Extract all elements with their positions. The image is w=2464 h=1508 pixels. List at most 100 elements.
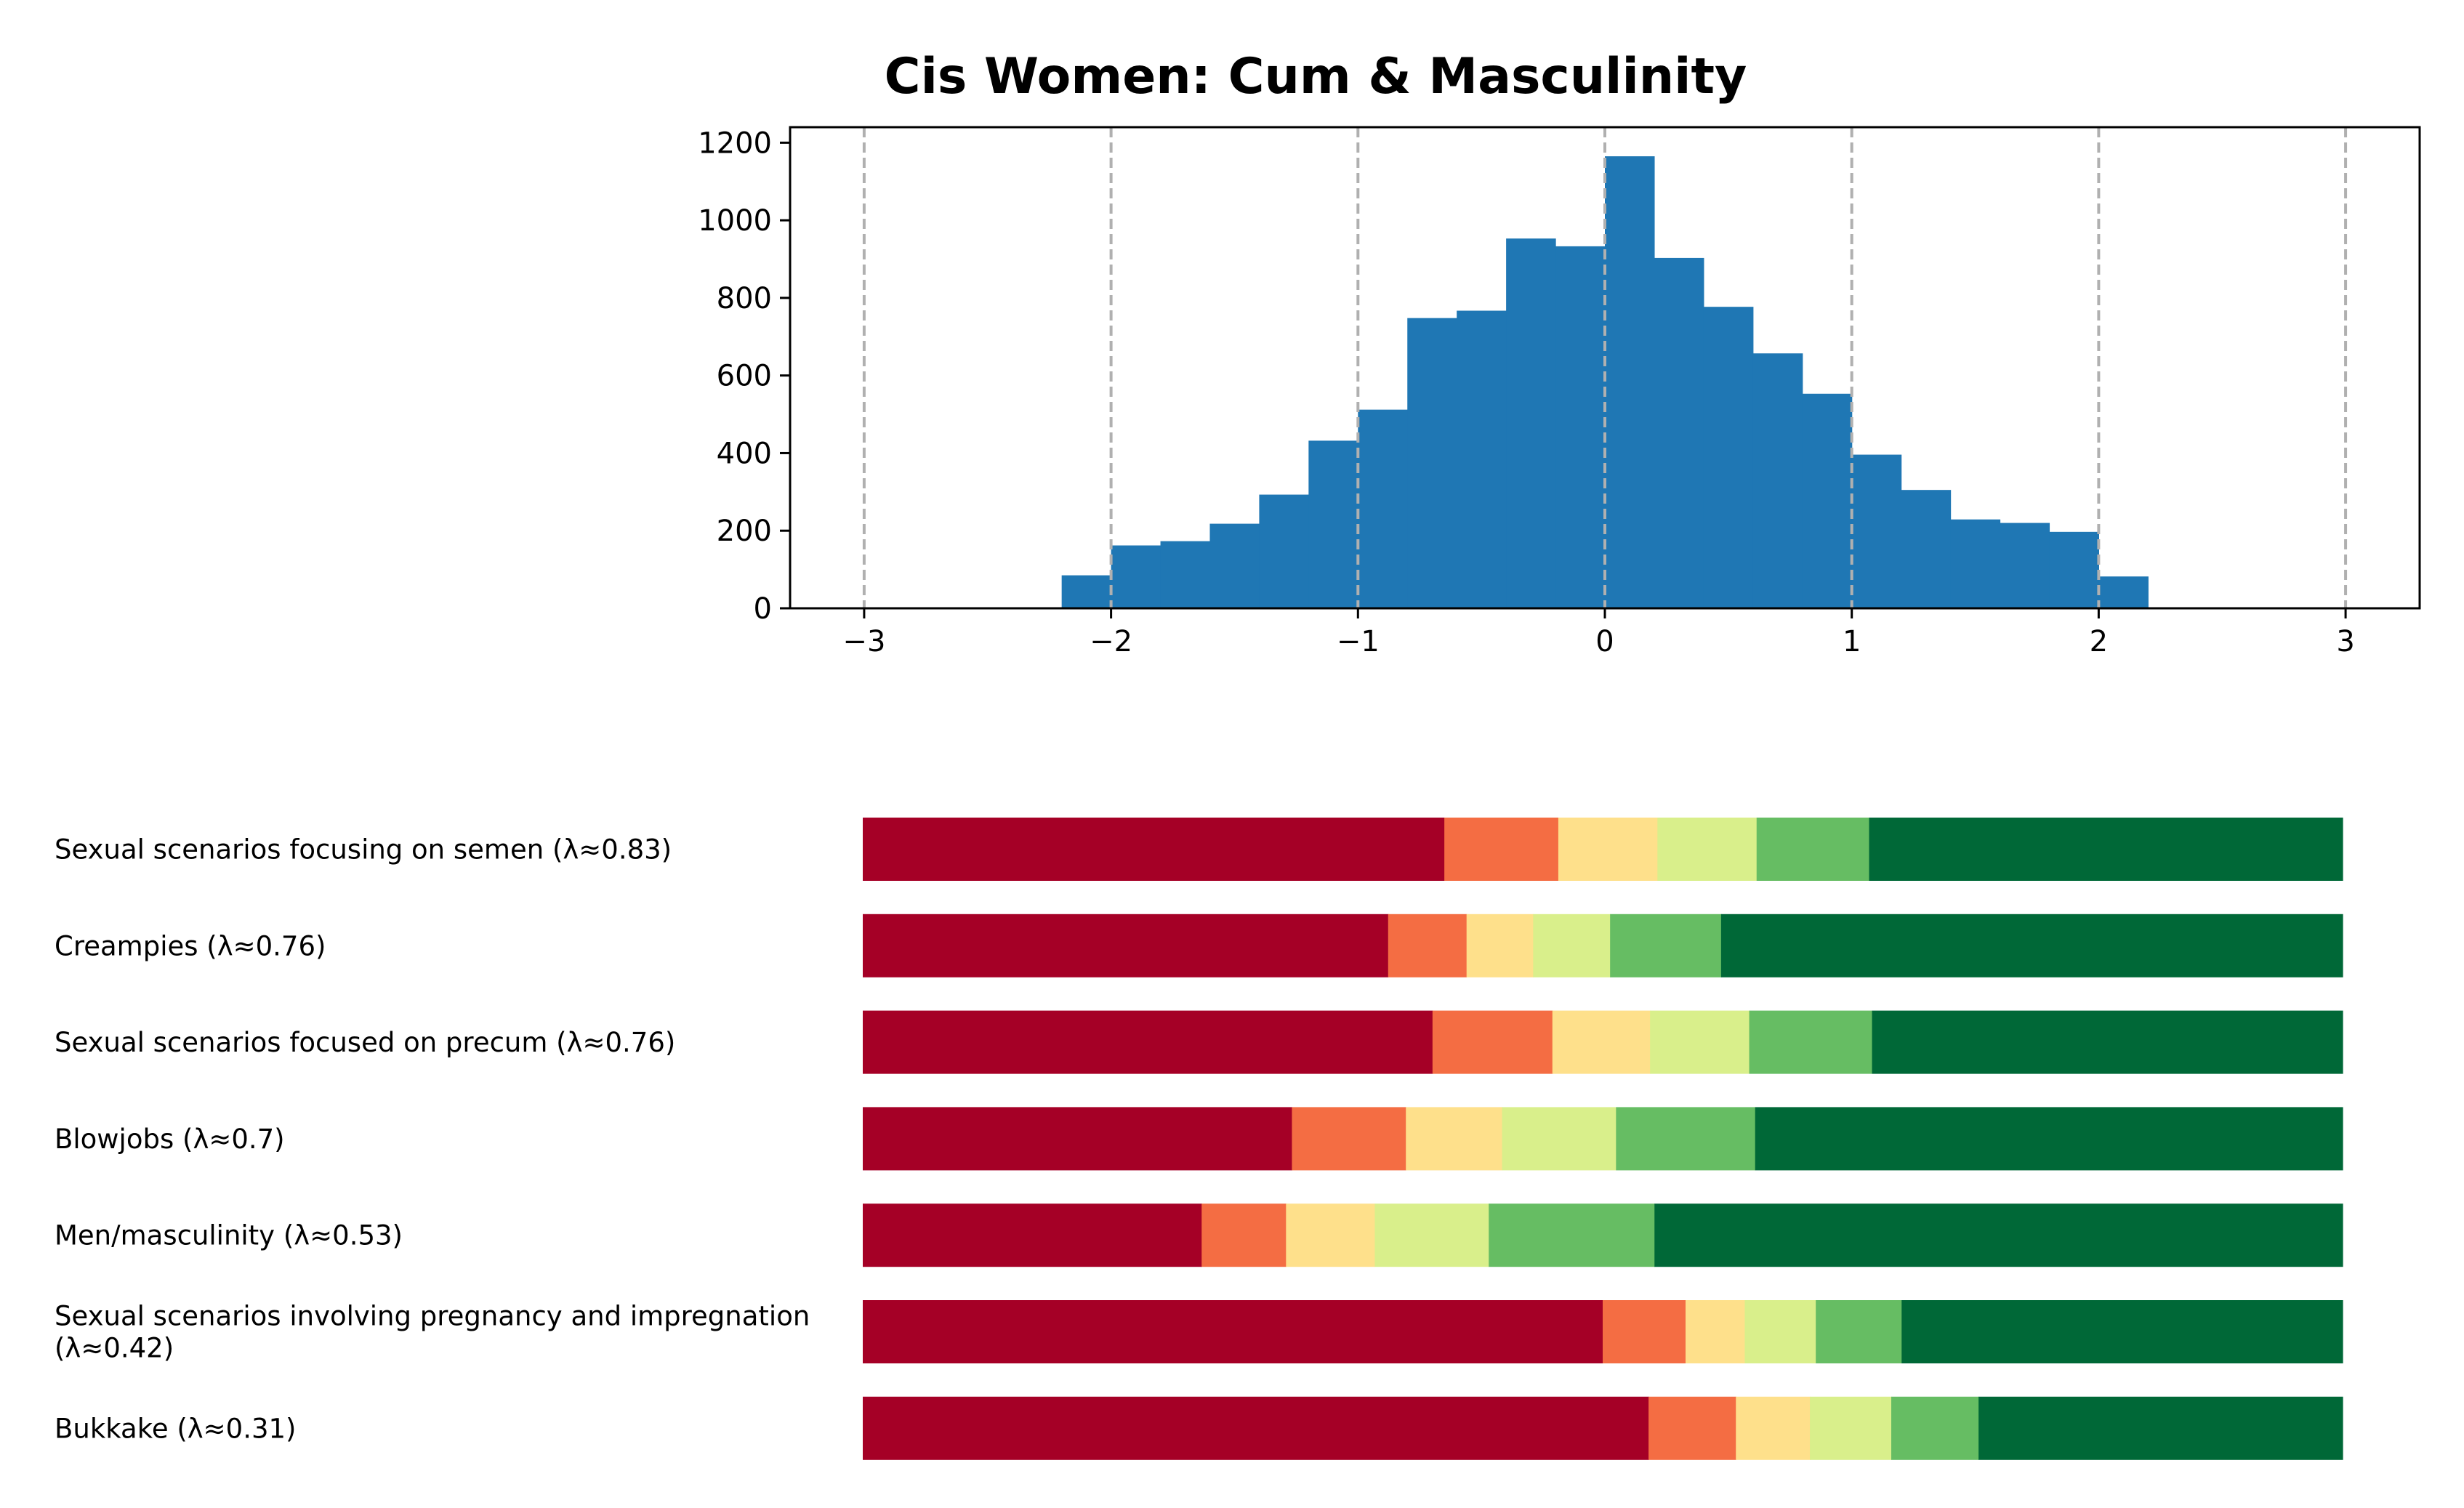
histogram-bar (1555, 246, 1606, 608)
stacked-bar-segment (1756, 818, 1870, 881)
stacked-bar-segment (1533, 914, 1611, 977)
row-label: (λ≈0.42) (55, 1333, 174, 1364)
row-label: Sexual scenarios focusing on semen (λ≈0.… (55, 834, 672, 866)
stacked-bar-segment (863, 1107, 1293, 1171)
row-label: Creampies (λ≈0.76) (55, 930, 326, 961)
stacked-bar-segment (1736, 1396, 1811, 1460)
x-tick-label: 0 (1595, 625, 1614, 658)
row-label: Men/masculinity (λ≈0.53) (55, 1220, 403, 1251)
stacked-bar-segment (1489, 1203, 1655, 1267)
histogram-bar (1160, 541, 1211, 608)
stacked-bar-row: Sexual scenarios focusing on semen (λ≈0.… (55, 818, 2343, 881)
histogram-bar (1506, 238, 1556, 608)
stacked-bar-segment (1872, 1010, 2343, 1074)
stacked-bar-row: Creampies (λ≈0.76) (55, 914, 2343, 977)
stacked-bar-segment (863, 1010, 1433, 1074)
row-label: Sexual scenarios focused on precum (λ≈0.… (55, 1027, 675, 1058)
stacked-bar-segment (1603, 1300, 1686, 1363)
x-tick-label: 3 (2336, 625, 2354, 658)
histogram-bar (1851, 454, 1902, 608)
stacked-bar-segment (1901, 1300, 2343, 1363)
x-tick-label: 2 (2090, 625, 2108, 658)
stacked-bar-chart: Sexual scenarios focusing on semen (λ≈0.… (55, 818, 2343, 1460)
stacked-bar-segment (1755, 1107, 2343, 1171)
stacked-bar-segment (1686, 1300, 1746, 1363)
stacked-bar-segment (1466, 914, 1534, 977)
histogram-bar (2000, 523, 2050, 608)
stacked-bar-segment (1432, 1010, 1553, 1074)
stacked-bar-segment (1388, 914, 1467, 977)
stacked-bar-segment (1657, 818, 1758, 881)
stacked-bar-segment (1292, 1107, 1406, 1171)
stacked-bar-segment (1558, 818, 1658, 881)
stacked-bar-segment (1869, 818, 2343, 881)
stacked-bar-segment (1654, 1203, 2343, 1267)
stacked-bar-segment (863, 914, 1389, 977)
histogram-bar (1457, 310, 1507, 608)
histogram-bar (1752, 353, 1803, 608)
stacked-bar-segment (1616, 1107, 1756, 1171)
histogram-bar (1802, 393, 1853, 608)
stacked-bar-segment (1502, 1107, 1617, 1171)
x-tick-label: −3 (842, 625, 885, 658)
stacked-bar-segment (1201, 1203, 1287, 1267)
histogram-bar (1950, 519, 2001, 608)
histogram-bar (1259, 494, 1309, 608)
y-tick-label: 1200 (698, 126, 772, 160)
x-tick-label: 1 (1843, 625, 1861, 658)
stacked-bar-segment (1552, 1010, 1651, 1074)
y-tick-label: 800 (717, 282, 772, 315)
x-tick-label: −2 (1090, 625, 1132, 658)
stacked-bar-segment (863, 818, 1445, 881)
stacked-bar-segment (1406, 1107, 1503, 1171)
stacked-bar-segment (1650, 1010, 1750, 1074)
histogram-bar (1209, 523, 1260, 608)
histogram-bar (2049, 531, 2099, 608)
histogram-bar (2098, 576, 2149, 608)
stacked-bar-row: Bukkake (λ≈0.31) (55, 1396, 2343, 1460)
stacked-bar-segment (1444, 818, 1559, 881)
histogram-bar (1061, 575, 1112, 608)
stacked-bar-row: Sexual scenarios involving pregnancy and… (55, 1300, 2343, 1364)
stacked-bar-segment (1810, 1396, 1892, 1460)
stacked-bar-row: Blowjobs (λ≈0.7) (55, 1107, 2343, 1171)
row-label: Bukkake (λ≈0.31) (55, 1413, 297, 1444)
stacked-bar-segment (1648, 1396, 1736, 1460)
histogram-bar (1654, 257, 1704, 608)
stacked-bar-row: Men/masculinity (λ≈0.53) (55, 1203, 2343, 1267)
histogram-bar (1358, 409, 1408, 608)
stacked-bar-segment (1749, 1010, 1873, 1074)
histogram-bars (1061, 156, 2149, 608)
y-tick-label: 400 (717, 437, 772, 470)
histogram-title: Cis Women: Cum & Masculinity (885, 48, 1747, 105)
histogram-bar (1703, 307, 1754, 608)
row-label: Sexual scenarios involving pregnancy and… (55, 1301, 810, 1332)
stacked-bar-segment (1720, 914, 2343, 977)
histogram-bar (1308, 440, 1358, 608)
stacked-bar-segment (1816, 1300, 1902, 1363)
stacked-bar-segment (1610, 914, 1722, 977)
y-tick-label: 0 (754, 592, 772, 626)
histogram-bar (1901, 490, 1952, 608)
y-tick-label: 200 (717, 515, 772, 548)
histogram-bar (1407, 318, 1457, 608)
stacked-bar-segment (863, 1300, 1603, 1363)
row-label: Blowjobs (λ≈0.7) (55, 1124, 285, 1155)
histogram-bar (1111, 545, 1161, 608)
histogram-grid (862, 127, 2348, 608)
stacked-bar-segment (1744, 1300, 1816, 1363)
y-tick-label: 1000 (698, 204, 772, 238)
stacked-bar-segment (1891, 1396, 1979, 1460)
y-tick-label: 600 (717, 360, 772, 393)
x-tick-label: −1 (1337, 625, 1380, 658)
stacked-bar-segment (863, 1396, 1649, 1460)
histogram-bar (1605, 156, 1655, 608)
histogram-y-axis: 0 200 400 600 800 1000 1200 (698, 126, 790, 626)
stacked-bar-segment (1978, 1396, 2343, 1460)
stacked-bar-segment (1286, 1203, 1376, 1267)
stacked-bar-row: Sexual scenarios focused on precum (λ≈0.… (55, 1010, 2343, 1074)
histogram-x-axis: −3 −2 −1 0 1 2 3 (842, 608, 2355, 658)
stacked-bar-segment (1374, 1203, 1489, 1267)
stacked-bar-segment (863, 1203, 1202, 1267)
